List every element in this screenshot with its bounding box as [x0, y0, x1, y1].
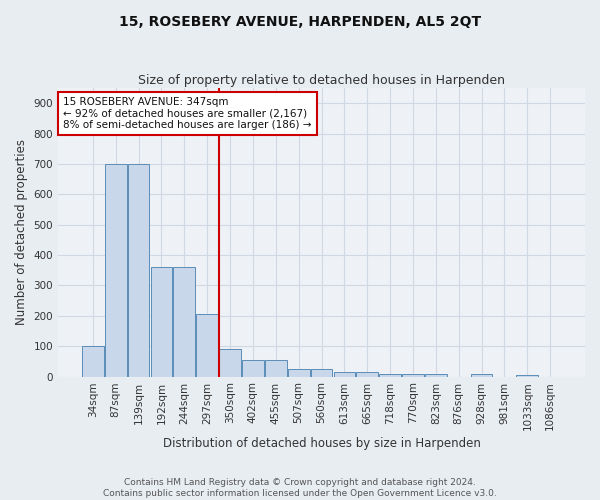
Bar: [379, 374, 401, 376]
Bar: [173, 268, 195, 376]
Bar: [105, 164, 127, 376]
Bar: [128, 164, 149, 376]
Bar: [219, 349, 241, 376]
Text: 15 ROSEBERY AVENUE: 347sqm
← 92% of detached houses are smaller (2,167)
8% of se: 15 ROSEBERY AVENUE: 347sqm ← 92% of deta…: [64, 97, 312, 130]
Bar: [288, 369, 310, 376]
Bar: [402, 374, 424, 376]
Text: Contains HM Land Registry data © Crown copyright and database right 2024.
Contai: Contains HM Land Registry data © Crown c…: [103, 478, 497, 498]
Bar: [471, 374, 493, 376]
Y-axis label: Number of detached properties: Number of detached properties: [15, 140, 28, 326]
X-axis label: Distribution of detached houses by size in Harpenden: Distribution of detached houses by size …: [163, 437, 481, 450]
Bar: [334, 372, 355, 376]
Bar: [151, 268, 172, 376]
Bar: [82, 346, 104, 376]
Bar: [517, 375, 538, 376]
Bar: [311, 369, 332, 376]
Bar: [425, 374, 447, 376]
Bar: [242, 360, 264, 376]
Bar: [196, 314, 218, 376]
Text: 15, ROSEBERY AVENUE, HARPENDEN, AL5 2QT: 15, ROSEBERY AVENUE, HARPENDEN, AL5 2QT: [119, 15, 481, 29]
Bar: [356, 372, 378, 376]
Title: Size of property relative to detached houses in Harpenden: Size of property relative to detached ho…: [138, 74, 505, 87]
Bar: [265, 360, 287, 376]
